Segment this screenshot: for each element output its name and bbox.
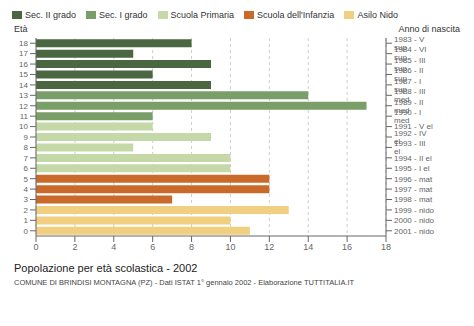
svg-text:12: 12 — [19, 102, 28, 111]
svg-text:6: 6 — [24, 164, 29, 173]
svg-text:18: 18 — [19, 39, 28, 48]
svg-text:1999 - nido: 1999 - nido — [394, 206, 435, 215]
svg-text:0: 0 — [33, 242, 38, 252]
svg-text:9: 9 — [24, 133, 29, 142]
svg-text:2000 - nido: 2000 - nido — [394, 216, 435, 225]
svg-text:16: 16 — [19, 60, 28, 69]
svg-text:1996 - mat: 1996 - mat — [394, 175, 433, 184]
svg-text:11: 11 — [20, 112, 29, 121]
svg-text:1997 - mat: 1997 - mat — [394, 185, 433, 194]
svg-text:4: 4 — [24, 185, 29, 194]
svg-text:1: 1 — [24, 216, 29, 225]
svg-text:13: 13 — [19, 91, 28, 100]
svg-text:2: 2 — [24, 206, 29, 215]
svg-text:14: 14 — [303, 242, 313, 252]
svg-text:8: 8 — [24, 143, 29, 152]
svg-text:18: 18 — [381, 242, 391, 252]
svg-text:3: 3 — [24, 195, 29, 204]
svg-text:7: 7 — [24, 154, 29, 163]
svg-text:5: 5 — [24, 175, 29, 184]
svg-text:0: 0 — [24, 227, 29, 236]
svg-text:2: 2 — [72, 242, 77, 252]
svg-text:4: 4 — [111, 242, 116, 252]
svg-text:6: 6 — [150, 242, 155, 252]
svg-text:10: 10 — [225, 242, 235, 252]
svg-text:1994 - II el: 1994 - II el — [394, 154, 432, 163]
svg-text:14: 14 — [19, 81, 28, 90]
svg-text:12: 12 — [264, 242, 274, 252]
svg-text:2001 - nido: 2001 - nido — [394, 227, 435, 236]
svg-text:16: 16 — [342, 242, 352, 252]
svg-text:10: 10 — [19, 122, 28, 131]
svg-text:8: 8 — [189, 242, 194, 252]
svg-text:1998 - mat: 1998 - mat — [394, 195, 433, 204]
svg-text:15: 15 — [19, 70, 28, 79]
svg-text:1995 - I el: 1995 - I el — [394, 164, 430, 173]
svg-text:17: 17 — [19, 49, 28, 58]
